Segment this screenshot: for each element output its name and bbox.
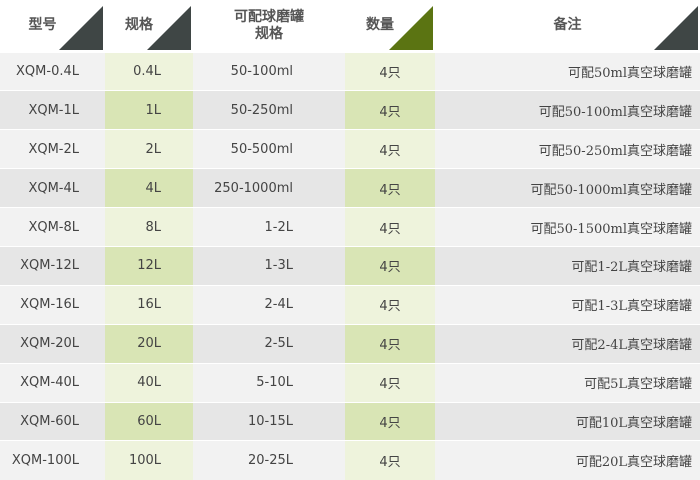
header-spec: 规格 xyxy=(105,0,193,52)
cell-qty: 4只 xyxy=(345,440,435,480)
header-row: 型号 规格 可配球磨罐 规格 数量 备注 xyxy=(0,0,700,52)
header-note: 备注 xyxy=(435,0,700,52)
cell-spec: 4L xyxy=(105,168,193,208)
cell-model: XQM-1L xyxy=(0,90,105,130)
cell-spec: 1L xyxy=(105,90,193,130)
cell-model: XQM-16L xyxy=(0,284,105,325)
cell-jar: 50-250ml xyxy=(193,90,345,130)
cell-model: XQM-20L xyxy=(0,323,105,364)
cell-jar: 2-4L xyxy=(193,284,345,325)
cell-model: XQM-60L xyxy=(0,401,105,441)
cell-qty: 4只 xyxy=(345,284,435,325)
cell-qty: 4只 xyxy=(345,245,435,286)
cell-model: XQM-40L xyxy=(0,362,105,403)
header-quantity: 数量 xyxy=(345,0,435,52)
cell-note: 可配5L真空球磨罐 xyxy=(435,362,700,403)
table-row: XQM-8L 8L 1-2L 4只 可配50-1500ml真空球磨罐 xyxy=(0,207,700,247)
cell-model: XQM-4L xyxy=(0,168,105,208)
cell-model: XQM-2L xyxy=(0,129,105,169)
cell-jar: 2-5L xyxy=(193,323,345,364)
cell-jar: 50-100ml xyxy=(193,51,345,91)
cell-qty: 4只 xyxy=(345,168,435,208)
cell-jar: 10-15L xyxy=(193,401,345,441)
cell-note: 可配50ml真空球磨罐 xyxy=(435,51,700,91)
cell-note: 可配1-3L真空球磨罐 xyxy=(435,284,700,325)
cell-note: 可配10L真空球磨罐 xyxy=(435,401,700,441)
cell-jar: 50-500ml xyxy=(193,129,345,169)
cell-qty: 4只 xyxy=(345,401,435,441)
cell-note: 可配20L真空球磨罐 xyxy=(435,440,700,480)
header-jar-spec: 可配球磨罐 规格 xyxy=(193,0,345,52)
cell-spec: 20L xyxy=(105,323,193,364)
cell-qty: 4只 xyxy=(345,207,435,247)
cell-qty: 4只 xyxy=(345,129,435,169)
cell-note: 可配2-4L真空球磨罐 xyxy=(435,323,700,364)
cell-note: 可配50-250ml真空球磨罐 xyxy=(435,129,700,169)
cell-spec: 12L xyxy=(105,245,193,286)
cell-model: XQM-12L xyxy=(0,245,105,286)
cell-spec: 8L xyxy=(105,207,193,247)
table-row: XQM-20L 20L 2-5L 4只 可配2-4L真空球磨罐 xyxy=(0,323,700,364)
cell-qty: 4只 xyxy=(345,323,435,364)
cell-model: XQM-8L xyxy=(0,207,105,247)
corner-triangle-icon xyxy=(654,5,698,50)
cell-jar: 1-2L xyxy=(193,207,345,247)
cell-note: 可配50-100ml真空球磨罐 xyxy=(435,90,700,130)
cell-jar: 5-10L xyxy=(193,362,345,403)
table-row: XQM-60L 60L 10-15L 4只 可配10L真空球磨罐 xyxy=(0,401,700,441)
cell-spec: 2L xyxy=(105,129,193,169)
cell-spec: 0.4L xyxy=(105,51,193,91)
cell-qty: 4只 xyxy=(345,362,435,403)
table-row: XQM-12L 12L 1-3L 4只 可配1-2L真空球磨罐 xyxy=(0,245,700,286)
corner-triangle-icon xyxy=(59,5,103,50)
cell-model: XQM-100L xyxy=(0,440,105,480)
cell-note: 可配1-2L真空球磨罐 xyxy=(435,245,700,286)
corner-triangle-icon xyxy=(147,5,191,50)
cell-note: 可配50-1000ml真空球磨罐 xyxy=(435,168,700,208)
cell-spec: 16L xyxy=(105,284,193,325)
cell-spec: 60L xyxy=(105,401,193,441)
table-row: XQM-1L 1L 50-250ml 4只 可配50-100ml真空球磨罐 xyxy=(0,90,700,130)
cell-jar: 250-1000ml xyxy=(193,168,345,208)
corner-triangle-icon xyxy=(389,5,433,50)
cell-jar: 1-3L xyxy=(193,245,345,286)
table-row: XQM-0.4L 0.4L 50-100ml 4只 可配50ml真空球磨罐 xyxy=(0,51,700,91)
cell-note: 可配50-1500ml真空球磨罐 xyxy=(435,207,700,247)
table-row: XQM-2L 2L 50-500ml 4只 可配50-250ml真空球磨罐 xyxy=(0,129,700,169)
cell-spec: 100L xyxy=(105,440,193,480)
table-row: XQM-40L 40L 5-10L 4只 可配5L真空球磨罐 xyxy=(0,362,700,403)
table-row: XQM-100L 100L 20-25L 4只 可配20L真空球磨罐 xyxy=(0,440,700,480)
header-model: 型号 xyxy=(0,0,105,52)
table-row: XQM-16L 16L 2-4L 4只 可配1-3L真空球磨罐 xyxy=(0,284,700,325)
cell-spec: 40L xyxy=(105,362,193,403)
cell-model: XQM-0.4L xyxy=(0,51,105,91)
table-row: XQM-4L 4L 250-1000ml 4只 可配50-1000ml真空球磨罐 xyxy=(0,168,700,208)
cell-qty: 4只 xyxy=(345,90,435,130)
cell-jar: 20-25L xyxy=(193,440,345,480)
cell-qty: 4只 xyxy=(345,51,435,91)
